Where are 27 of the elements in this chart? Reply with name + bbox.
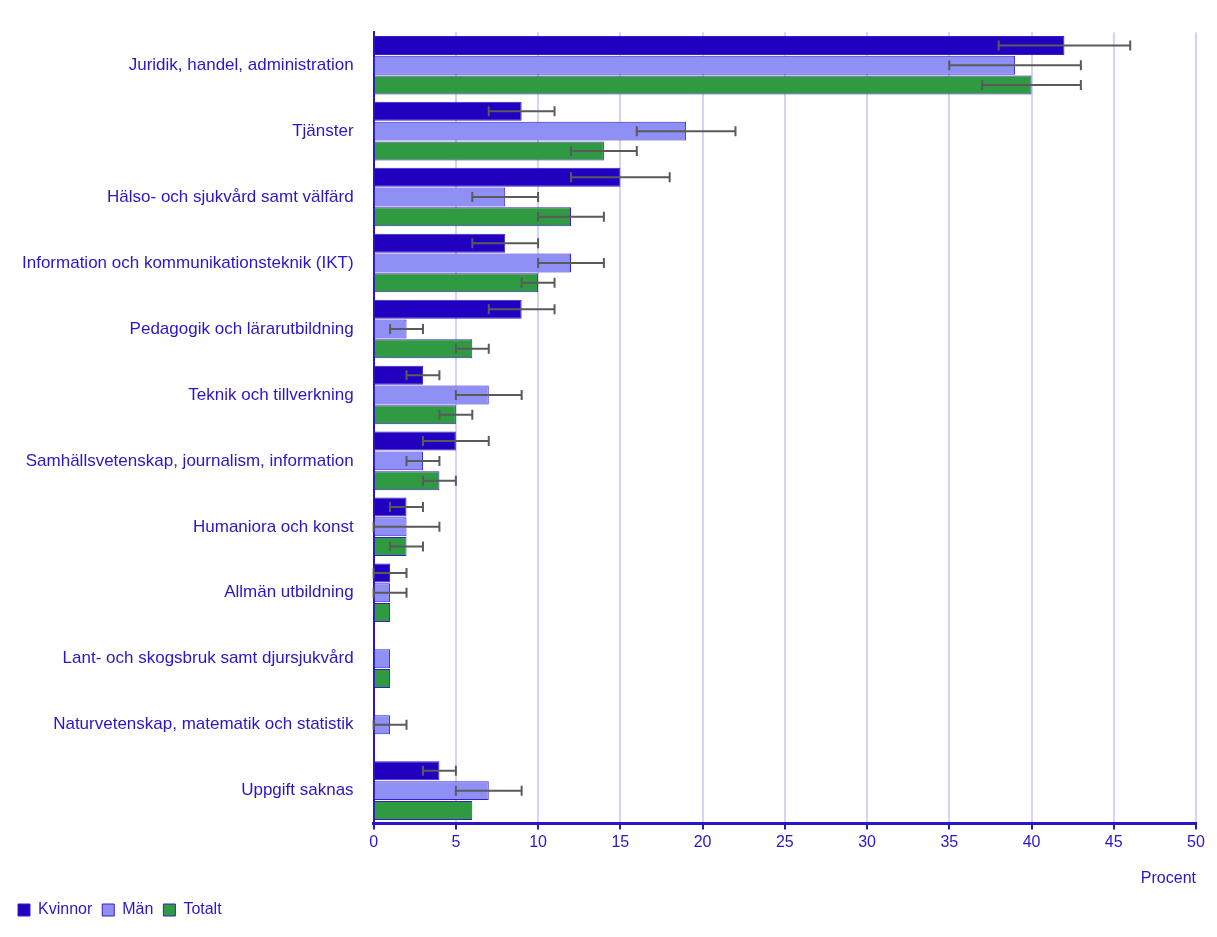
x-tick-label: 5 (451, 832, 461, 850)
legend-label: Män (122, 900, 154, 918)
y-tick-label: Allmän utbildning (224, 582, 354, 602)
legend-label: Totalt (183, 900, 223, 918)
x-tick-label: 45 (1104, 832, 1123, 850)
x-axis-title: Procent (1140, 868, 1197, 886)
x-tick-label: 35 (940, 832, 959, 850)
x-tick-label: 15 (611, 832, 630, 850)
y-tick-label: Tjänster (292, 120, 354, 140)
x-tick-label: 50 (1187, 832, 1205, 850)
x-tick-label: 30 (858, 832, 877, 850)
x-tick-label: 20 (693, 832, 712, 850)
y-tick-label: Lant- och skogsbruk samt djursjukvård (62, 648, 354, 668)
x-tick-label: 25 (775, 832, 794, 850)
y-tick-label: Hälso- och sjukvård samt välfärd (107, 186, 354, 206)
y-tick-label: Uppgift saknas (241, 780, 354, 800)
x-tick-label: 10 (529, 832, 548, 850)
legend-label: Kvinnor (38, 900, 93, 918)
y-tick-label: Teknik och tillverkning (188, 384, 354, 404)
y-tick-label: Pedagogik och lärarutbildning (129, 318, 354, 338)
x-tick-label: 0 (369, 832, 379, 850)
y-tick-label: Information och kommunikationsteknik (IKT) (22, 252, 354, 272)
y-tick-label: Juridik, handel, administration (128, 54, 354, 74)
x-tick-label: 40 (1022, 832, 1041, 850)
y-tick-label: Naturvetenskap, matematik och statistik (53, 714, 355, 734)
y-tick-label: Samhällsvetenskap, journalism, information (25, 450, 354, 470)
y-tick-label: Humaniora och konst (192, 516, 354, 536)
